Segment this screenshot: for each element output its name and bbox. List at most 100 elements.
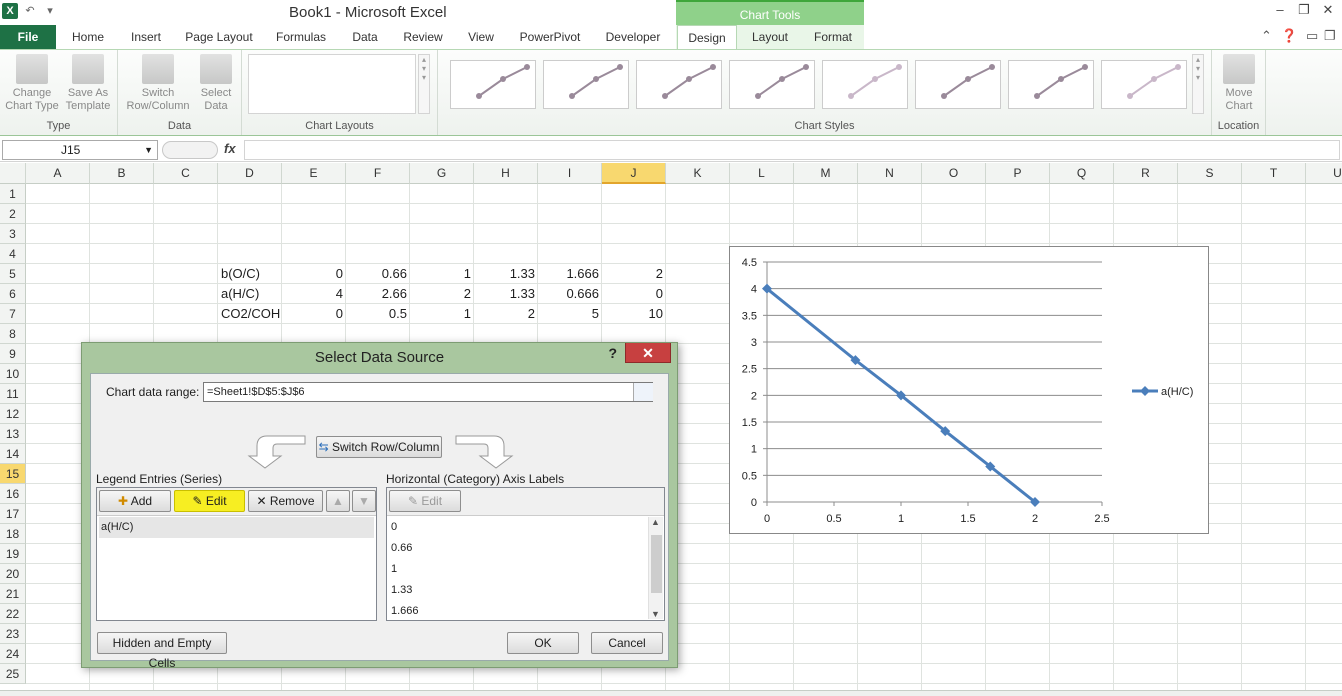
styles-scroll[interactable]: ▴ ▾ ▾: [1192, 54, 1204, 114]
workbook-minimize-icon[interactable]: ▭: [1306, 28, 1319, 43]
help-icon[interactable]: ❓: [1281, 28, 1298, 43]
cell[interactable]: 2: [527, 306, 535, 321]
move-down-button[interactable]: ▼: [352, 490, 376, 512]
column-header-c[interactable]: C: [154, 163, 218, 184]
row-header-13[interactable]: 13: [0, 424, 26, 444]
series-item[interactable]: a(H/C): [99, 517, 374, 538]
tab-file[interactable]: File: [0, 25, 56, 49]
column-header-k[interactable]: K: [666, 163, 730, 184]
move-chart-button[interactable]: Move Chart: [1216, 54, 1262, 113]
dialog-help-icon[interactable]: ?: [608, 345, 617, 361]
column-header-s[interactable]: S: [1178, 163, 1242, 184]
row-header-19[interactable]: 19: [0, 544, 26, 564]
customize-qat-icon[interactable]: ▾: [47, 5, 53, 17]
column-header-d[interactable]: D: [218, 163, 282, 184]
remove-series-button[interactable]: ✕ Remove: [248, 490, 323, 512]
chart[interactable]: 0 0.5 1 1.5 2 2.5 3 3.5 4 4.5 0 0.5 1 1.5 2 2.5 a(H/C): [729, 246, 1209, 534]
row-header-18[interactable]: 18: [0, 524, 26, 544]
row-header-20[interactable]: 20: [0, 564, 26, 584]
row-header-4[interactable]: 4: [0, 244, 26, 264]
cell[interactable]: a(H/C): [221, 286, 260, 301]
switch-row-column-button[interactable]: ⇆ Switch Row/Column: [316, 436, 442, 458]
chart-layouts-gallery[interactable]: [248, 54, 416, 114]
row-header-17[interactable]: 17: [0, 504, 26, 524]
cell[interactable]: 1.666: [566, 266, 599, 281]
formula-input[interactable]: [244, 140, 1340, 160]
select-data-button[interactable]: Select Data: [194, 54, 238, 113]
row-header-25[interactable]: 25: [0, 664, 26, 684]
axis-item[interactable]: 0.66: [391, 542, 413, 554]
ok-button[interactable]: OK: [507, 632, 579, 654]
cell[interactable]: 0.5: [388, 306, 407, 321]
column-header-l[interactable]: L: [730, 163, 794, 184]
cell[interactable]: CO2/COH: [221, 306, 281, 321]
insert-function-icon[interactable]: fx: [224, 141, 236, 156]
column-header-t[interactable]: T: [1242, 163, 1306, 184]
cell[interactable]: 0: [335, 266, 343, 281]
cell[interactable]: 0: [335, 306, 343, 321]
undo-icon[interactable]: ↶: [25, 5, 35, 17]
column-header-m[interactable]: M: [794, 163, 858, 184]
tab-formulas[interactable]: Formulas: [275, 30, 326, 44]
scroll-down-icon[interactable]: ▼: [651, 609, 660, 619]
row-header-23[interactable]: 23: [0, 624, 26, 644]
row-header-3[interactable]: 3: [0, 224, 26, 244]
column-header-a[interactable]: A: [26, 163, 90, 184]
select-all-corner[interactable]: [0, 163, 26, 184]
column-header-f[interactable]: F: [346, 163, 410, 184]
column-header-o[interactable]: O: [922, 163, 986, 184]
minimize-icon[interactable]: –: [1276, 2, 1284, 17]
edit-axis-button[interactable]: ✎ Edit: [389, 490, 461, 512]
row-header-12[interactable]: 12: [0, 404, 26, 424]
cell[interactable]: b(O/C): [221, 266, 260, 281]
row-header-15[interactable]: 15: [0, 464, 26, 484]
row-header-10[interactable]: 10: [0, 364, 26, 384]
chart-style-thumb[interactable]: [636, 60, 722, 109]
layouts-scroll[interactable]: ▴ ▾ ▾: [418, 54, 430, 114]
tab-review[interactable]: Review: [403, 30, 443, 44]
tab-page-layout[interactable]: Page Layout: [185, 30, 253, 44]
close-icon[interactable]: ✕: [1322, 2, 1334, 17]
column-header-b[interactable]: B: [90, 163, 154, 184]
move-up-button[interactable]: ▲: [326, 490, 350, 512]
name-box[interactable]: J15 ▼: [2, 140, 158, 160]
chart-style-thumb[interactable]: [915, 60, 1001, 109]
chart-style-thumb[interactable]: [1008, 60, 1094, 109]
row-header-1[interactable]: 1: [0, 184, 26, 204]
excel-icon[interactable]: X: [2, 3, 18, 19]
add-series-button[interactable]: ✚ Add: [99, 490, 171, 512]
tab-powerpivot[interactable]: PowerPivot: [519, 30, 581, 44]
cell[interactable]: 1: [463, 266, 471, 281]
cell[interactable]: 0.666: [566, 286, 599, 301]
row-header-6[interactable]: 6: [0, 284, 26, 304]
row-header-22[interactable]: 22: [0, 604, 26, 624]
column-header-p[interactable]: P: [986, 163, 1050, 184]
change-chart-type-button[interactable]: Change Chart Type: [4, 54, 60, 113]
axis-item[interactable]: 1.666: [391, 605, 419, 617]
chart-range-input[interactable]: =Sheet1!$D$5:$J$6: [203, 382, 653, 402]
collapse-dialog-icon[interactable]: [633, 383, 653, 401]
cell[interactable]: 5: [591, 306, 599, 321]
scroll-thumb[interactable]: [651, 535, 662, 593]
column-header-g[interactable]: G: [410, 163, 474, 184]
save-as-template-button[interactable]: Save As Template: [60, 54, 116, 113]
cell[interactable]: 1.33: [509, 266, 535, 281]
cell[interactable]: 1: [463, 306, 471, 321]
row-header-5[interactable]: 5: [0, 264, 26, 284]
axis-list-scrollbar[interactable]: ▲ ▼: [648, 517, 663, 619]
cancel-button[interactable]: Cancel: [591, 632, 663, 654]
axis-item[interactable]: 1: [391, 563, 398, 575]
tab-layout[interactable]: Layout: [751, 30, 789, 44]
row-header-9[interactable]: 9: [0, 344, 26, 364]
tab-home[interactable]: Home: [71, 30, 104, 44]
column-header-i[interactable]: I: [538, 163, 602, 184]
tab-format[interactable]: Format: [813, 30, 852, 44]
column-header-j[interactable]: J: [602, 163, 666, 184]
column-header-e[interactable]: E: [282, 163, 346, 184]
row-header-16[interactable]: 16: [0, 484, 26, 504]
minimize-ribbon-icon[interactable]: ⌃: [1261, 28, 1272, 43]
chart-style-thumb[interactable]: [543, 60, 629, 109]
chart-style-thumb[interactable]: [822, 60, 908, 109]
scroll-up-icon[interactable]: ▲: [651, 517, 660, 527]
row-header-21[interactable]: 21: [0, 584, 26, 604]
